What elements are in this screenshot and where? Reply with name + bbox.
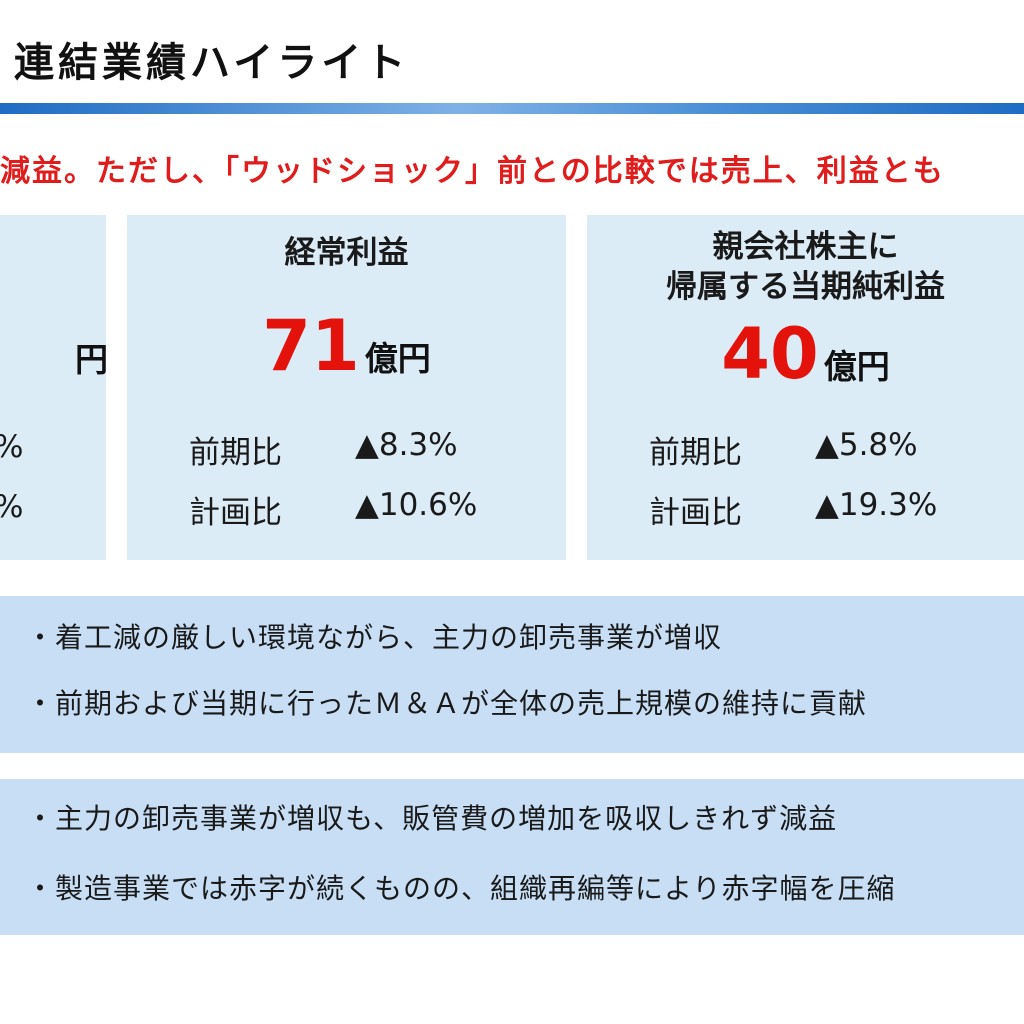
- note-item: ・主力の卸売事業が増収も、販管費の増加を吸収しきれず減益: [26, 802, 838, 835]
- kpi-number: 71: [262, 305, 360, 387]
- stat-value: %: [0, 489, 23, 525]
- kpi-value: 円: [75, 333, 106, 381]
- stat-label: 前期比: [189, 435, 282, 471]
- kpi-card-ordinary-profit: 経常利益 71 億円 前期比 ▲8.3% 計画比 ▲10.6%: [127, 215, 566, 560]
- note-item: ・前期および当期に行ったＭ＆Ａが全体の売上規模の維持に貢献: [26, 687, 868, 720]
- title-underline-bar: [0, 103, 1024, 114]
- notes-profit-box: ・主力の卸売事業が増収も、販管費の増加を吸収しきれず減益 ・製造事業では赤字が続…: [0, 779, 1024, 935]
- kpi-value: 71 億円: [127, 305, 566, 387]
- kpi-unit: 円: [75, 340, 106, 379]
- stat-value: %: [0, 429, 23, 465]
- kpi-title-line2: 帰属する当期純利益: [666, 269, 945, 305]
- kpi-unit: 億円: [823, 347, 890, 386]
- stat-value: ▲19.3%: [815, 487, 938, 523]
- kpi-title: 経常利益: [284, 235, 409, 271]
- kpi-card-partial: 円 % %: [0, 215, 106, 560]
- summary-headline: 減益。ただし、「ウッドショック」前との比較では売上、利益とも: [0, 154, 945, 189]
- stat-value: ▲5.8%: [815, 427, 918, 463]
- note-item: ・製造事業では赤字が続くものの、組織再編等により赤字幅を圧縮: [26, 872, 896, 905]
- kpi-unit: 億円: [364, 339, 431, 378]
- stat-label: 計画比: [649, 495, 742, 531]
- page-title: 連結業績ハイライト: [14, 40, 410, 86]
- kpi-value: 40 億円: [587, 313, 1024, 395]
- kpi-number: 40: [721, 313, 819, 395]
- stat-value: ▲10.6%: [355, 487, 478, 523]
- kpi-card-net-income: 親会社株主に 帰属する当期純利益 40 億円 前期比 ▲5.8% 計画比 ▲19…: [587, 215, 1024, 560]
- stat-label: 前期比: [649, 435, 742, 471]
- stat-value: ▲8.3%: [355, 427, 458, 463]
- kpi-title-line1: 親会社株主に: [712, 229, 899, 265]
- notes-sales-box: ・着工減の厳しい環境ながら、主力の卸売事業が増収 ・前期および当期に行ったＭ＆Ａ…: [0, 596, 1024, 753]
- stat-label: 計画比: [189, 495, 282, 531]
- note-item: ・着工減の厳しい環境ながら、主力の卸売事業が増収: [26, 621, 723, 654]
